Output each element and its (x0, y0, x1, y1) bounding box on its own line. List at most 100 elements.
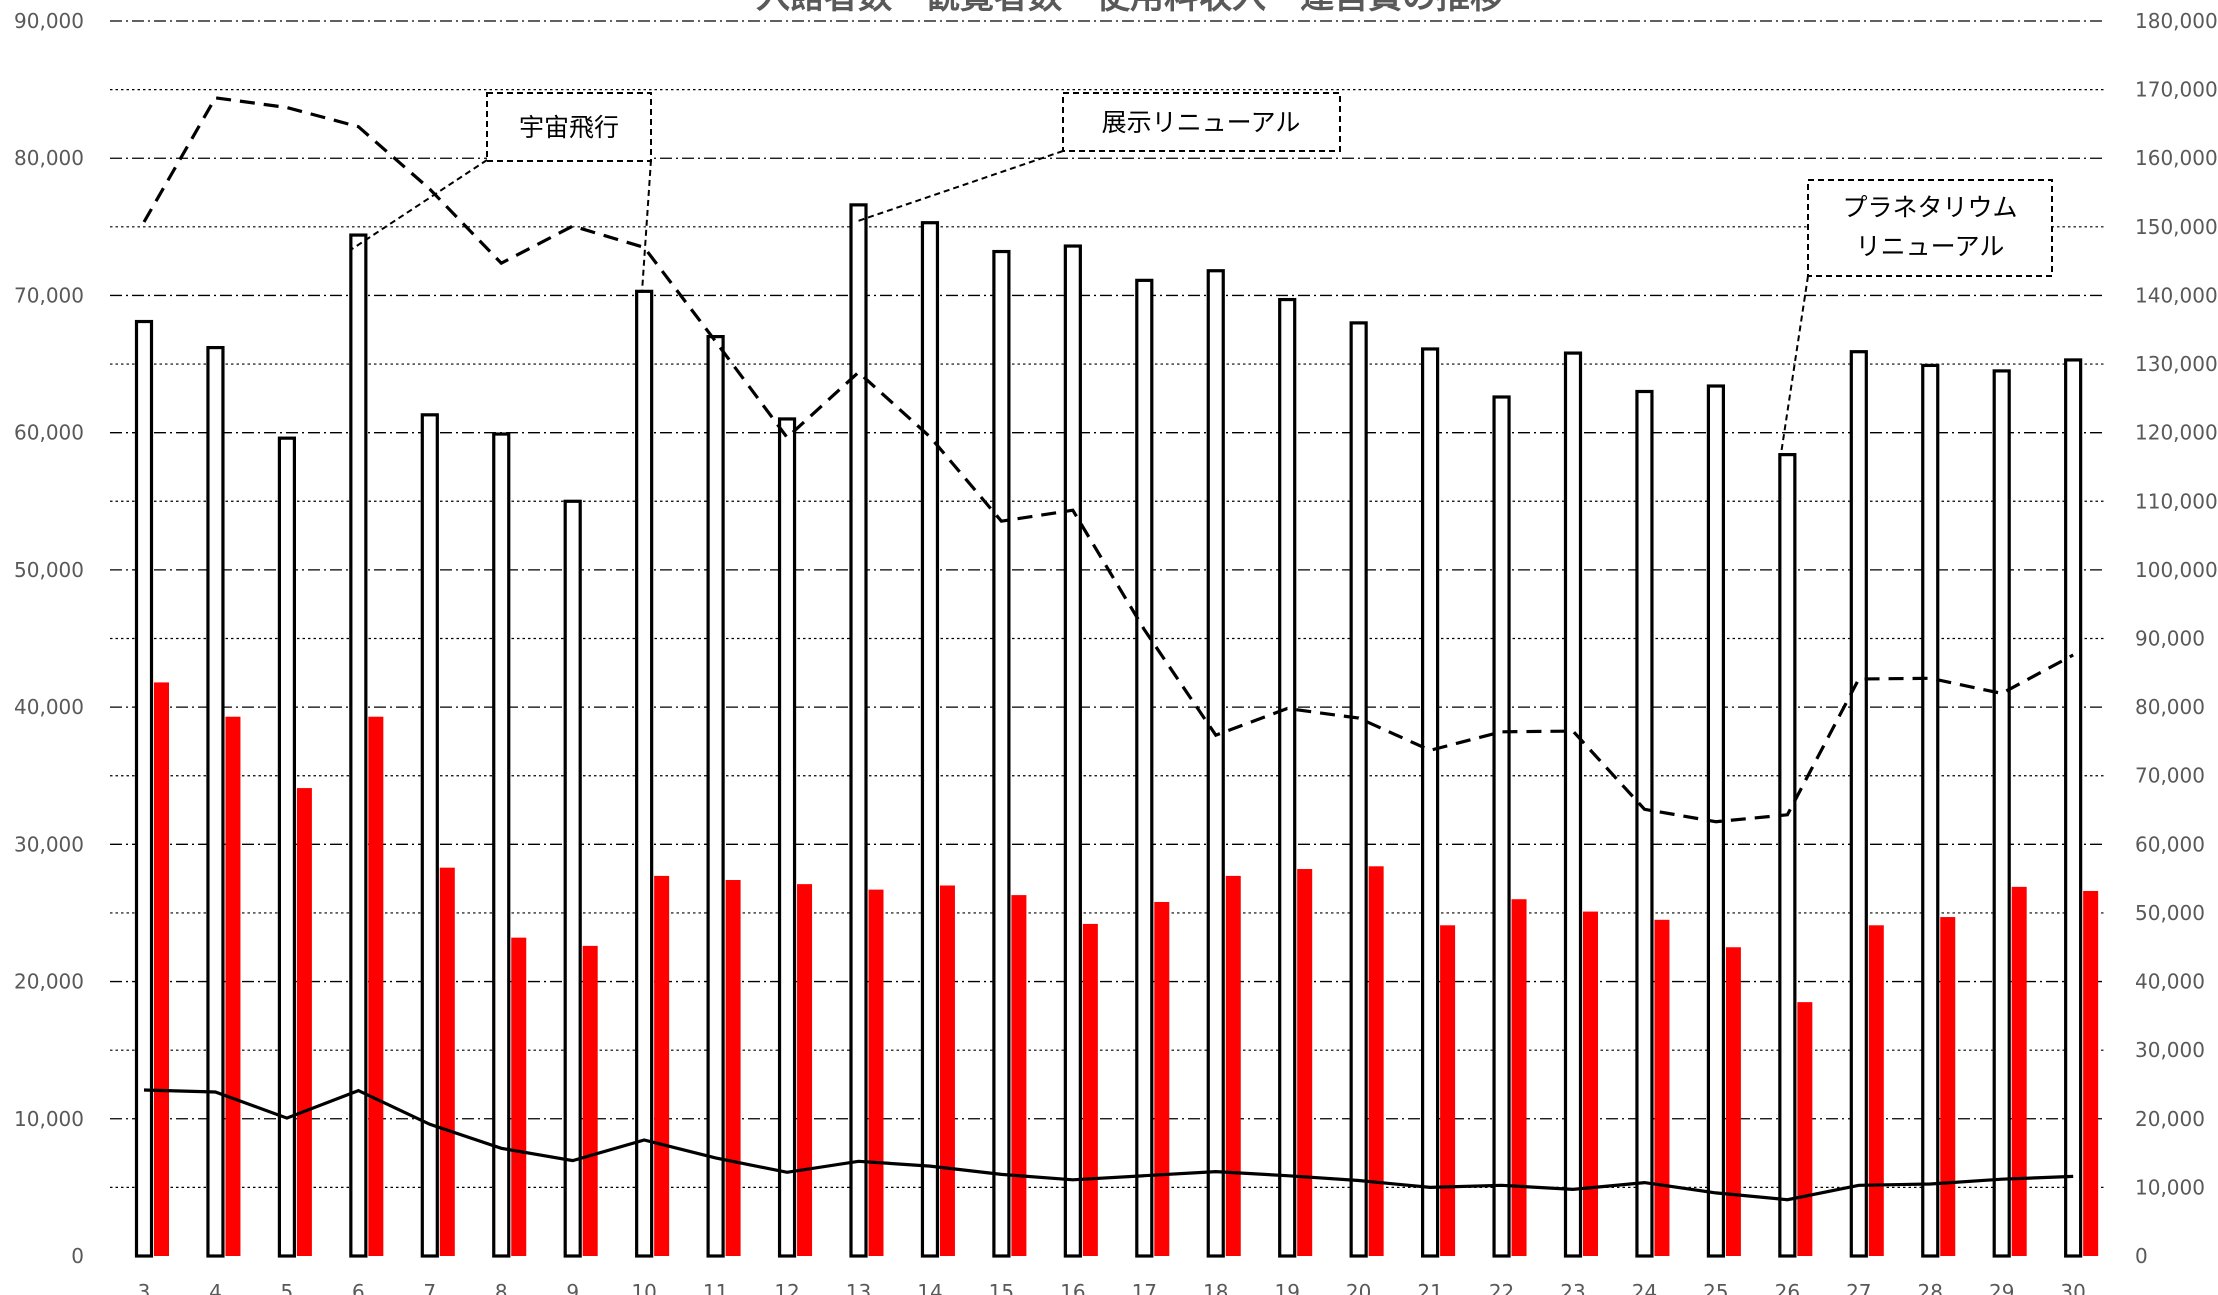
bar-red-11 (725, 880, 741, 1256)
bar-outlined-23 (1563, 351, 1583, 1258)
bar-outlined-21 (1420, 347, 1440, 1258)
annotation-box (1062, 92, 1341, 152)
bar-red-6 (368, 716, 384, 1256)
annotation-label: プラネタリウム (1842, 193, 2017, 222)
bar-outlined-16 (1063, 244, 1082, 1258)
bar-red-13 (868, 889, 884, 1256)
right-axis-tick-label: 170,000 (2135, 78, 2218, 102)
red-bar-series (154, 682, 2099, 1256)
left-axis-tick-label: 70,000 (14, 283, 84, 307)
annotation-label: 展示リニューアル (1102, 108, 1301, 137)
x-axis-tick-label: 19 (1274, 1280, 1299, 1295)
x-axis-tick-label: 16 (1060, 1280, 1085, 1295)
left-axis-tick-label: 0 (71, 1244, 84, 1268)
bar-red-10 (654, 875, 670, 1256)
bar-red-8 (511, 937, 527, 1256)
bar-red-27 (1868, 925, 1884, 1256)
bar-outlined-8 (492, 432, 511, 1258)
x-axis-tick-label: 28 (1918, 1280, 1943, 1295)
outlined-bar-series (134, 203, 2083, 1258)
right-axis-tick-label: 120,000 (2135, 421, 2218, 445)
x-axis-tick-label: 10 (631, 1280, 656, 1295)
bar-red-9 (582, 945, 598, 1256)
x-axis-tick-label: 13 (846, 1280, 871, 1295)
bar-red-7 (439, 867, 455, 1256)
left-axis-tick-label: 90,000 (14, 9, 84, 33)
x-axis-tick-label: 17 (1132, 1280, 1157, 1295)
bar-outlined-7 (420, 413, 439, 1258)
left-axis-tick-label: 80,000 (14, 146, 84, 170)
x-axis-tick-label: 29 (1989, 1280, 2014, 1295)
right-axis-tick-label: 70,000 (2135, 764, 2205, 788)
bar-outlined-6 (349, 233, 368, 1258)
left-axis-tick-label: 50,000 (14, 558, 84, 582)
bar-red-4 (225, 716, 241, 1256)
x-axis-tick-label: 14 (917, 1280, 942, 1295)
bar-outlined-20 (1349, 321, 1368, 1258)
left-axis-tick-label: 40,000 (14, 695, 84, 719)
x-axis-tick-label: 6 (352, 1280, 365, 1295)
bar-outlined-24 (1635, 389, 1654, 1258)
bar-outlined-15 (992, 249, 1011, 1258)
x-axis-tick-label: 20 (1346, 1280, 1371, 1295)
bar-outlined-11 (706, 335, 725, 1258)
x-axis-tick-label: 18 (1203, 1280, 1228, 1295)
annotation-leader-line (1780, 275, 1809, 455)
bar-outlined-27 (1849, 350, 1868, 1258)
x-axis-tick-label: 27 (1846, 1280, 1871, 1295)
right-axis-tick-label: 160,000 (2135, 146, 2218, 170)
bar-red-5 (296, 788, 312, 1256)
right-axis-tick-label: 90,000 (2135, 627, 2205, 651)
bar-red-23 (1583, 911, 1598, 1256)
bar-outlined-22 (1492, 395, 1511, 1258)
bar-red-20 (1368, 866, 1384, 1256)
right-axis-tick-label: 100,000 (2135, 558, 2218, 582)
x-axis-tick-label: 30 (2060, 1280, 2085, 1295)
right-axis-tick-label: 60,000 (2135, 832, 2205, 856)
right-axis-tick-label: 40,000 (2135, 970, 2205, 994)
left-axis-tick-label: 60,000 (14, 421, 84, 445)
left-axis-tick-label: 10,000 (14, 1107, 84, 1131)
x-axis-tick-label: 9 (566, 1280, 579, 1295)
bar-outlined-12 (777, 417, 797, 1258)
bar-red-15 (1011, 895, 1027, 1256)
bar-outlined-5 (277, 436, 296, 1258)
bar-red-25 (1725, 947, 1741, 1256)
bar-red-17 (1154, 901, 1170, 1256)
chart-title: 入館者数・観覧者数・使用料収入・運営費の推移 (756, 0, 1504, 17)
right-axis-tick-label: 80,000 (2135, 695, 2205, 719)
x-axis-tick-label: 3 (138, 1280, 151, 1295)
bar-outlined-3 (134, 319, 154, 1258)
right-axis-tick-label: 10,000 (2135, 1175, 2205, 1199)
bar-outlined-26 (1778, 453, 1797, 1258)
x-axis-tick-label: 8 (495, 1280, 508, 1295)
line-series (142, 96, 2074, 1202)
bar-outlined-4 (206, 345, 225, 1258)
bar-red-14 (939, 885, 955, 1256)
bar-red-30 (2083, 890, 2099, 1256)
bar-red-26 (1797, 1002, 1813, 1256)
left-axis-tick-label: 20,000 (14, 970, 84, 994)
x-axis-tick-label: 11 (703, 1280, 728, 1295)
x-axis-tick-label: 12 (774, 1280, 799, 1295)
bar-red-19 (1297, 869, 1313, 1256)
bar-outlined-19 (1278, 297, 1297, 1258)
annotation-leader-line (854, 150, 1064, 223)
bar-red-18 (1225, 875, 1241, 1256)
bar-outlined-28 (1921, 363, 1940, 1258)
bar-red-24 (1654, 919, 1670, 1256)
annotation-label: リニューアル (1856, 232, 2005, 261)
x-axis-tick-label: 23 (1560, 1280, 1585, 1295)
right-axis-tick-label: 140,000 (2135, 283, 2218, 307)
right-axis-tick-label: 30,000 (2135, 1038, 2205, 1062)
x-axis-tick-label: 4 (209, 1280, 222, 1295)
bar-outlined-14 (920, 221, 940, 1258)
bar-red-22 (1511, 899, 1527, 1256)
bar-red-28 (1940, 917, 1956, 1256)
annotation-label: 宇宙飛行 (519, 113, 619, 142)
bar-outlined-30 (2064, 358, 2083, 1258)
right-axis-tick-label: 0 (2135, 1244, 2148, 1268)
bar-outlined-9 (563, 499, 582, 1258)
